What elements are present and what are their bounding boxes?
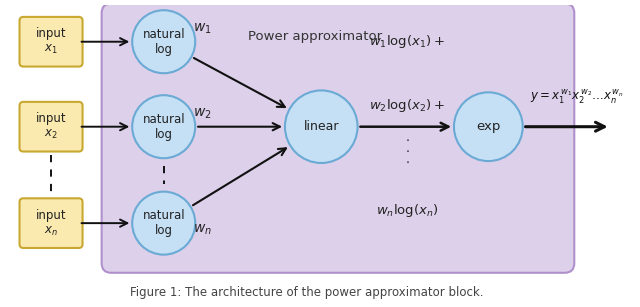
FancyBboxPatch shape [102, 3, 574, 273]
Text: exp: exp [476, 120, 500, 133]
Text: input
$x_2$: input $x_2$ [36, 112, 67, 141]
Circle shape [454, 92, 523, 161]
Text: $w_n \log(x_n)$: $w_n \log(x_n)$ [376, 202, 438, 219]
Text: natural
log: natural log [142, 209, 185, 237]
FancyBboxPatch shape [20, 17, 83, 67]
FancyBboxPatch shape [20, 198, 83, 248]
Circle shape [132, 10, 195, 73]
Text: natural
log: natural log [142, 113, 185, 141]
Text: $w_1$: $w_1$ [193, 21, 212, 36]
Text: linear: linear [303, 120, 339, 133]
Circle shape [132, 192, 195, 255]
Circle shape [285, 91, 358, 163]
Text: Figure 1: The architecture of the power approximator block.: Figure 1: The architecture of the power … [130, 286, 484, 299]
Text: $\cdot$
$\cdot$
$\cdot$: $\cdot$ $\cdot$ $\cdot$ [405, 133, 410, 168]
Text: $w_n$: $w_n$ [193, 222, 212, 236]
Text: $w_2 \log(x_2) +$: $w_2 \log(x_2) +$ [369, 97, 445, 114]
Text: natural
log: natural log [142, 28, 185, 56]
Text: $w_1 \log(x_1) +$: $w_1 \log(x_1) +$ [369, 33, 445, 50]
Text: Power approximator: Power approximator [248, 30, 382, 43]
Text: input
$x_1$: input $x_1$ [36, 27, 67, 56]
Text: input
$x_n$: input $x_n$ [36, 208, 67, 238]
FancyBboxPatch shape [20, 102, 83, 152]
Text: $w_2$: $w_2$ [193, 107, 212, 121]
Circle shape [132, 95, 195, 158]
Text: $y = x_1^{\,w_1} x_2^{\,w_2} \ldots x_n^{\,w_n}$: $y = x_1^{\,w_1} x_2^{\,w_2} \ldots x_n^… [531, 87, 624, 106]
